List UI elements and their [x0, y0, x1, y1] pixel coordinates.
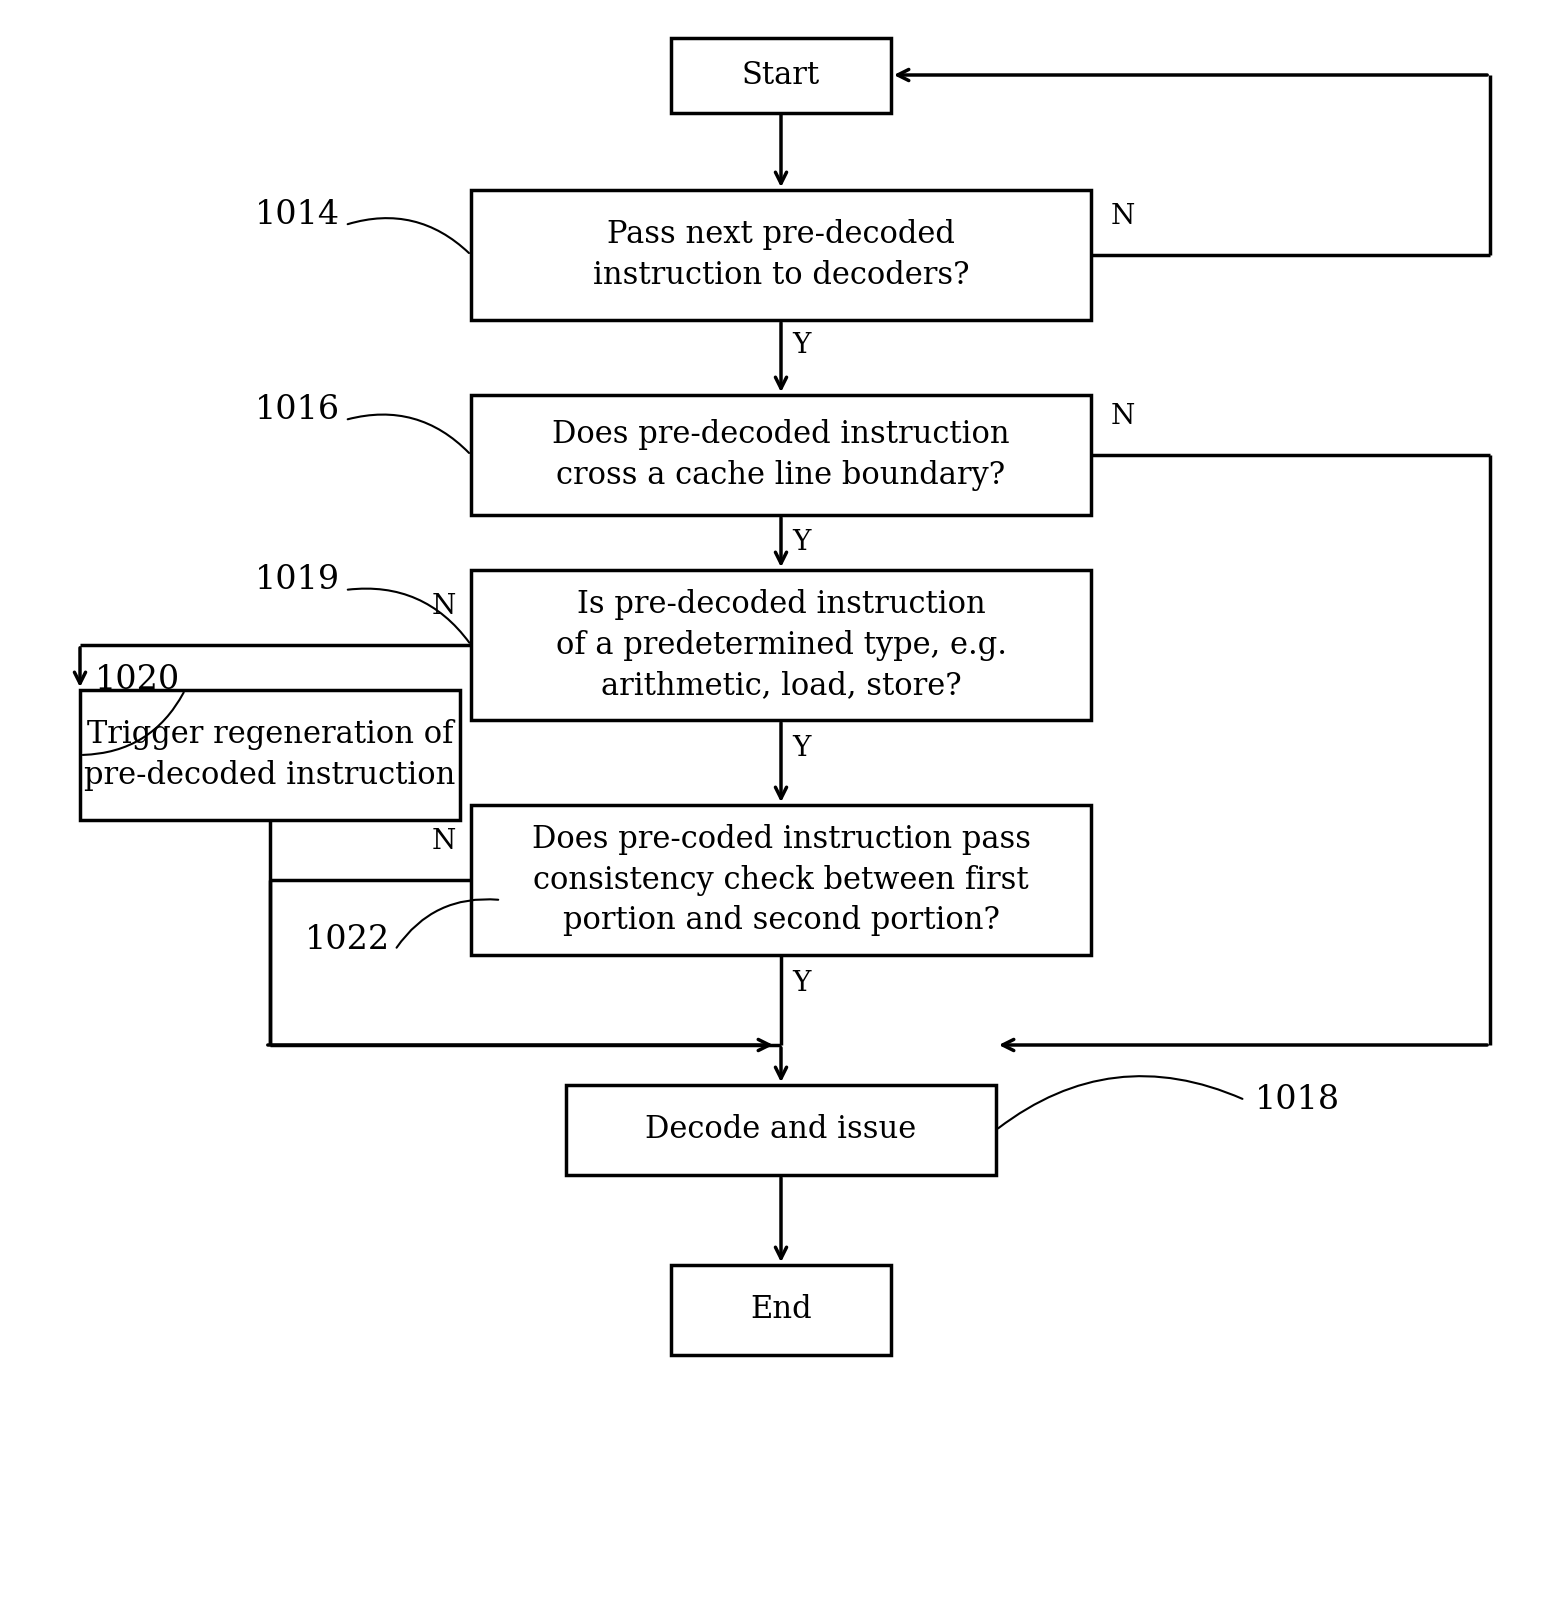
- Text: 1018: 1018: [1255, 1084, 1339, 1116]
- Text: Does pre-decoded instruction
cross a cache line boundary?: Does pre-decoded instruction cross a cac…: [552, 419, 1010, 490]
- Text: Does pre-coded instruction pass
consistency check between first
portion and seco: Does pre-coded instruction pass consiste…: [531, 824, 1030, 937]
- Text: End: End: [750, 1294, 811, 1325]
- Text: Decode and issue: Decode and issue: [646, 1115, 916, 1146]
- Bar: [80, 689, 460, 820]
- Text: N: N: [1111, 202, 1135, 230]
- Text: N: N: [431, 594, 456, 620]
- Text: Start: Start: [742, 60, 821, 91]
- Text: Y: Y: [792, 332, 810, 359]
- Bar: [671, 37, 891, 113]
- Text: Y: Y: [792, 735, 810, 762]
- Text: N: N: [1111, 403, 1135, 430]
- Bar: [470, 570, 1091, 720]
- Text: 1019: 1019: [255, 565, 341, 595]
- Bar: [470, 806, 1091, 955]
- Text: N: N: [431, 828, 456, 854]
- Bar: [470, 189, 1091, 320]
- Bar: [566, 1086, 996, 1175]
- Text: Y: Y: [792, 529, 810, 557]
- Text: 1020: 1020: [95, 663, 180, 696]
- Text: 1022: 1022: [305, 924, 391, 956]
- Text: 1014: 1014: [255, 199, 341, 231]
- Bar: [470, 395, 1091, 515]
- Text: Trigger regeneration of
pre-decoded instruction: Trigger regeneration of pre-decoded inst…: [84, 718, 456, 791]
- Text: Is pre-decoded instruction
of a predetermined type, e.g.
arithmetic, load, store: Is pre-decoded instruction of a predeter…: [555, 589, 1007, 701]
- Bar: [671, 1265, 891, 1354]
- Text: 1016: 1016: [255, 395, 341, 426]
- Text: Pass next pre-decoded
instruction to decoders?: Pass next pre-decoded instruction to dec…: [592, 218, 969, 291]
- Text: Y: Y: [792, 969, 810, 997]
